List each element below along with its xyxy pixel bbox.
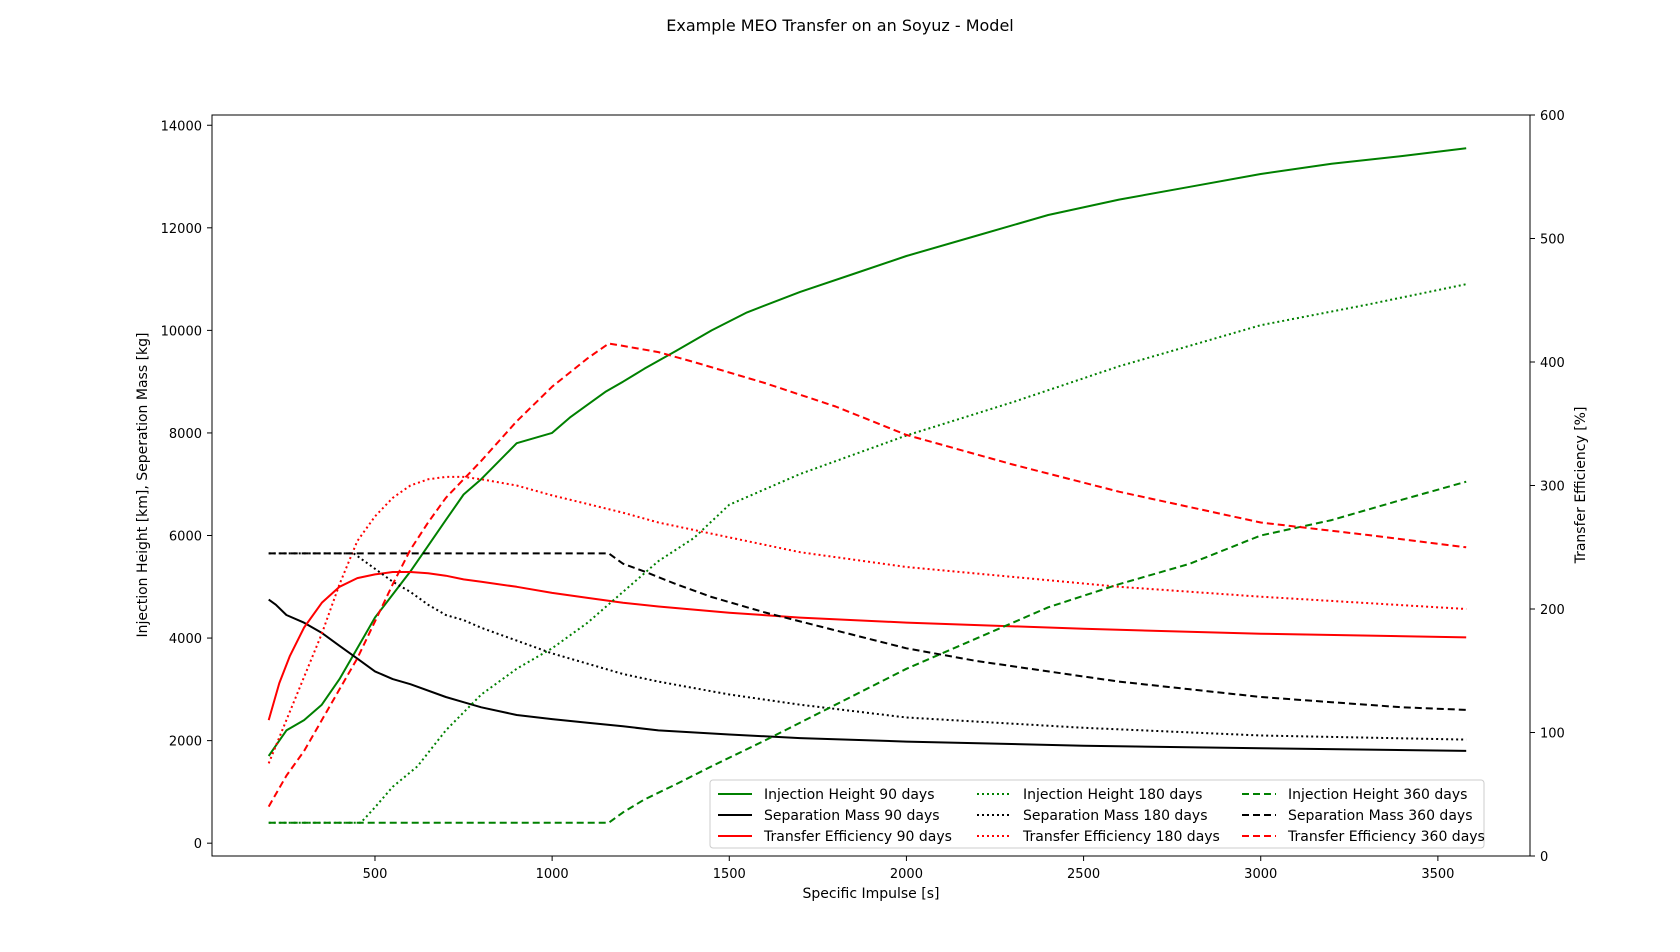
legend-label-7: Separation Mass 360 days bbox=[1288, 808, 1472, 824]
x-tick-label-6: 3500 bbox=[1421, 867, 1454, 882]
x-tick-label-3: 2000 bbox=[890, 867, 923, 882]
legend-label-1: Separation Mass 90 days bbox=[764, 808, 940, 824]
y-left-tick-label-0: 0 bbox=[194, 837, 202, 852]
legend-label-0: Injection Height 90 days bbox=[764, 787, 935, 803]
x-tick-label-0: 500 bbox=[363, 867, 388, 882]
y-left-tick-label-1: 2000 bbox=[169, 735, 202, 750]
legend-label-8: Transfer Efficiency 360 days bbox=[1287, 829, 1485, 845]
series-layer bbox=[267, 147, 1467, 824]
y-axis-left: 0 2000 4000 6000 8000 10000 12000 14000 bbox=[161, 119, 212, 852]
series-line-3 bbox=[268, 283, 1467, 824]
y-right-tick-label-5: 500 bbox=[1540, 233, 1565, 248]
y-axis-right-label: Transfer Efficiency [%] bbox=[1573, 407, 1589, 565]
legend-label-4: Separation Mass 180 days bbox=[1023, 808, 1207, 824]
x-tick-label-4: 2500 bbox=[1067, 867, 1100, 882]
y-axis-left-label: Injection Height [km], Seperation Mass [… bbox=[135, 333, 151, 638]
y-right-tick-label-6: 600 bbox=[1540, 109, 1565, 124]
x-tick-label-2: 1500 bbox=[713, 867, 746, 882]
x-axis-label: Specific Impulse [s] bbox=[803, 886, 940, 902]
y-right-tick-label-0: 0 bbox=[1540, 850, 1548, 865]
x-tick-label-5: 3000 bbox=[1244, 867, 1277, 882]
y-left-tick-label-3: 6000 bbox=[169, 529, 202, 544]
y-axis-right: 0 100 200 300 400 500 600 bbox=[1530, 109, 1565, 865]
legend: Injection Height 90 days Separation Mass … bbox=[709, 779, 1485, 849]
legend-label-2: Transfer Efficiency 90 days bbox=[763, 829, 952, 845]
series-line-2 bbox=[267, 571, 1467, 721]
legend-box bbox=[709, 779, 1485, 849]
y-right-tick-label-1: 100 bbox=[1540, 727, 1565, 742]
y-left-tick-label-2: 4000 bbox=[169, 632, 202, 647]
y-right-tick-label-2: 200 bbox=[1540, 603, 1565, 618]
chart-title: Example MEO Transfer on an Soyuz - Model bbox=[666, 16, 1014, 35]
y-left-tick-label-6: 12000 bbox=[161, 222, 202, 237]
series-line-8 bbox=[267, 342, 1467, 808]
x-tick-label-1: 1000 bbox=[536, 867, 569, 882]
series-line-1 bbox=[268, 598, 1467, 752]
legend-label-3: Injection Height 180 days bbox=[1023, 787, 1202, 803]
x-axis: 500 1000 1500 2000 2500 3000 3500 bbox=[363, 856, 1454, 882]
y-left-tick-label-5: 10000 bbox=[161, 324, 202, 339]
series-line-7 bbox=[268, 552, 1467, 711]
y-left-tick-label-7: 14000 bbox=[161, 119, 202, 134]
legend-label-5: Transfer Efficiency 180 days bbox=[1022, 829, 1220, 845]
series-line-6 bbox=[268, 480, 1467, 824]
y-left-tick-label-4: 8000 bbox=[169, 427, 202, 442]
series-line-0 bbox=[267, 147, 1467, 757]
series-line-4 bbox=[268, 552, 1467, 741]
y-right-tick-label-3: 300 bbox=[1540, 480, 1565, 495]
y-right-tick-label-4: 400 bbox=[1540, 356, 1565, 371]
legend-label-6: Injection Height 360 days bbox=[1288, 787, 1467, 803]
